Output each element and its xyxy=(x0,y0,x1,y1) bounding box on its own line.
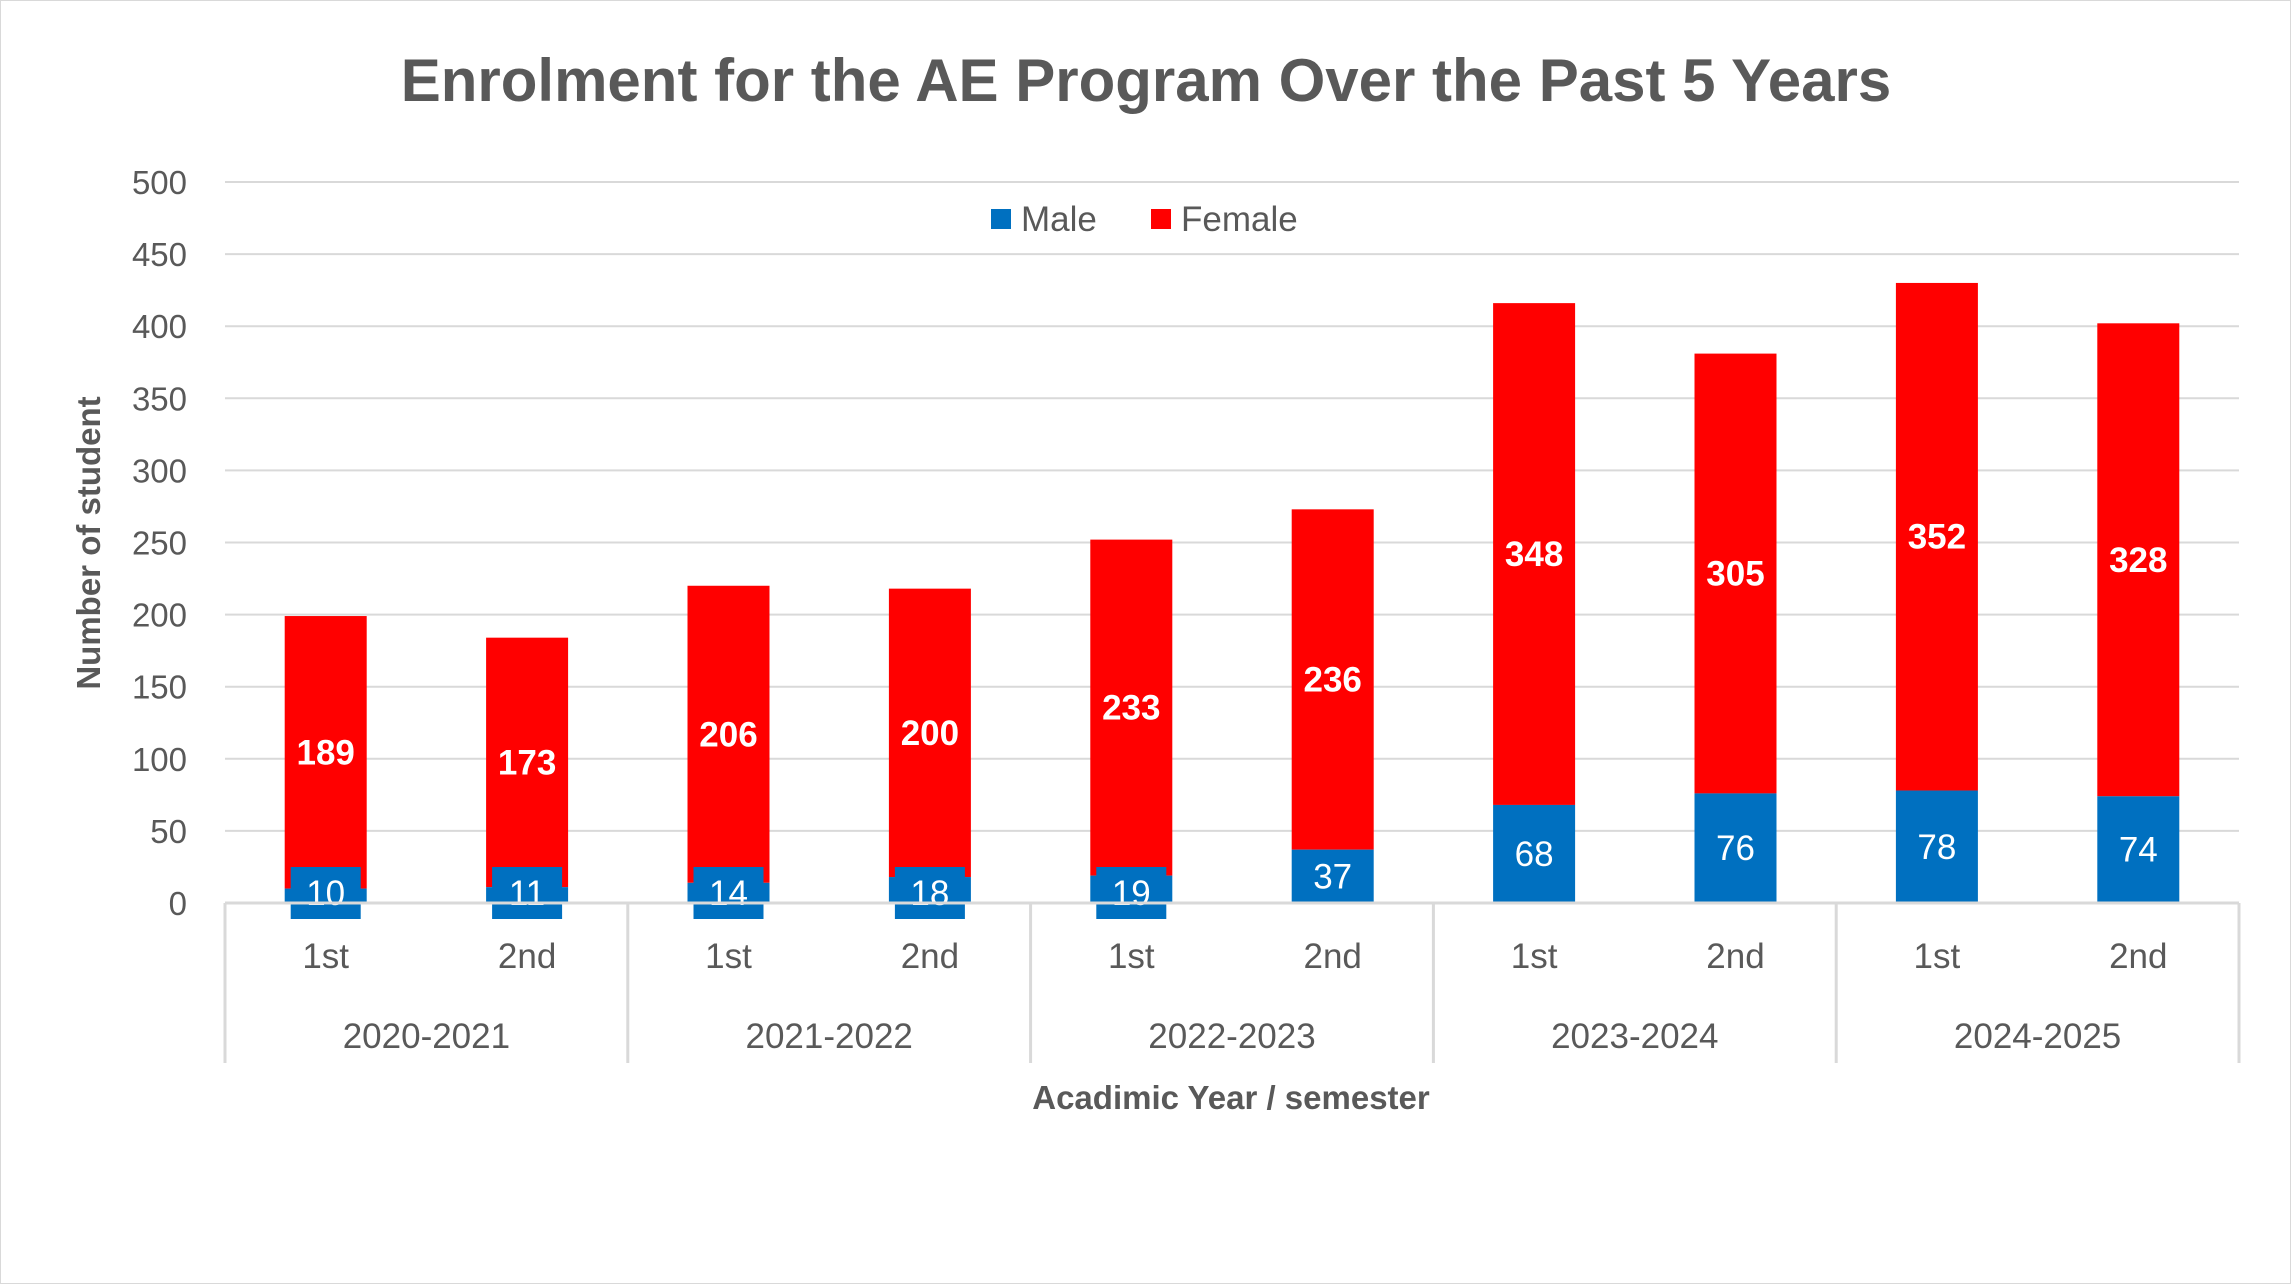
x-tick-label: 2nd xyxy=(1303,937,1361,976)
x-axis-label: Acadimic Year / semester xyxy=(1032,1079,1430,1116)
data-label-box xyxy=(290,867,361,919)
x-tick-label: 1st xyxy=(705,937,752,976)
legend-label: Female xyxy=(1181,200,1298,239)
data-label-male: 74 xyxy=(2119,831,2158,870)
group-label: 2021-2022 xyxy=(746,1017,913,1056)
data-label-female: 352 xyxy=(1908,518,1966,557)
data-labels: 189 10 173 11 206 14 200 18 233 19 236 37 348 68 305 76… xyxy=(290,518,2168,919)
bar-female xyxy=(1694,353,1777,794)
bars xyxy=(284,282,2180,903)
data-label-male: 11 xyxy=(509,874,545,913)
data-label-box xyxy=(492,867,563,919)
y-tick-label: 250 xyxy=(132,525,187,562)
y-axis-ticks: 0 50 100 150 200 250 300 350 400 450 500 xyxy=(132,164,187,922)
data-label-box xyxy=(894,867,965,919)
group-label: 2022-2023 xyxy=(1148,1017,1315,1056)
data-label-male: 68 xyxy=(1515,835,1554,874)
data-label-male: 14 xyxy=(709,874,748,913)
data-label-female: 348 xyxy=(1505,535,1563,574)
y-tick-label: 450 xyxy=(132,236,187,273)
y-tick-label: 500 xyxy=(132,164,187,201)
bar-male xyxy=(1694,793,1777,903)
y-tick-label: 200 xyxy=(132,597,187,634)
legend-swatch xyxy=(991,209,1011,229)
data-label-box xyxy=(1096,867,1167,919)
bar-female xyxy=(687,585,770,883)
data-label-male: 10 xyxy=(306,874,345,913)
y-tick-label: 400 xyxy=(132,308,187,345)
data-label-male: 76 xyxy=(1716,829,1755,868)
group-label: 2024-2025 xyxy=(1954,1017,2121,1056)
data-label-female: 328 xyxy=(2109,541,2167,580)
data-label-female: 189 xyxy=(296,733,354,772)
bar-male xyxy=(1291,849,1374,903)
data-label-female: 200 xyxy=(901,714,959,753)
y-tick-label: 0 xyxy=(169,885,187,922)
bar-male xyxy=(2097,796,2180,903)
x-tick-label: 1st xyxy=(1108,937,1155,976)
bar-female xyxy=(1895,282,1978,791)
data-label-female: 305 xyxy=(1706,555,1764,594)
x-tick-label: 1st xyxy=(1511,937,1558,976)
bar-female xyxy=(888,588,971,878)
data-label-female: 206 xyxy=(699,715,757,754)
y-tick-label: 100 xyxy=(132,741,187,778)
bar-female xyxy=(486,637,569,888)
bar-female xyxy=(1493,303,1576,805)
x-tick-label: 2nd xyxy=(901,937,959,976)
data-label-male: 18 xyxy=(910,874,949,913)
data-label-female: 173 xyxy=(498,743,556,782)
x-tick-label: 2nd xyxy=(2109,937,2167,976)
data-label-female: 233 xyxy=(1102,689,1160,728)
x-tick-label: 1st xyxy=(302,937,349,976)
x-tick-label: 1st xyxy=(1914,937,1961,976)
legend-label: Male xyxy=(1021,200,1097,239)
bar-female xyxy=(1090,539,1173,876)
y-tick-label: 150 xyxy=(132,669,187,706)
group-label: 2023-2024 xyxy=(1551,1017,1718,1056)
x-axis: 1st 2nd 1st 2nd 1st 2nd 1st 2nd 1st 2nd 2020-2021 2… xyxy=(223,901,2241,1063)
data-label-male: 37 xyxy=(1313,857,1352,896)
chart-title: Enrolment for the AE Program Over the Pa… xyxy=(401,47,1892,114)
bar-male xyxy=(1493,804,1576,903)
group-label: 2020-2021 xyxy=(343,1017,510,1056)
y-axis-label: Number of student xyxy=(70,396,107,689)
legend: Male Female xyxy=(991,200,1298,239)
bar-female xyxy=(2097,323,2180,797)
x-tick-label: 2nd xyxy=(498,937,556,976)
data-label-male: 19 xyxy=(1112,874,1151,913)
y-tick-label: 350 xyxy=(132,380,187,417)
data-label-male: 78 xyxy=(1917,828,1956,867)
y-tick-label: 50 xyxy=(150,813,187,850)
data-label-female: 236 xyxy=(1303,660,1361,699)
bar-female xyxy=(1291,509,1374,850)
y-tick-label: 300 xyxy=(132,452,187,489)
data-label-box xyxy=(693,867,764,919)
bar-male xyxy=(1895,790,1978,903)
bar-female xyxy=(284,616,367,889)
x-tick-label: 2nd xyxy=(1706,937,1764,976)
legend-swatch xyxy=(1151,209,1171,229)
